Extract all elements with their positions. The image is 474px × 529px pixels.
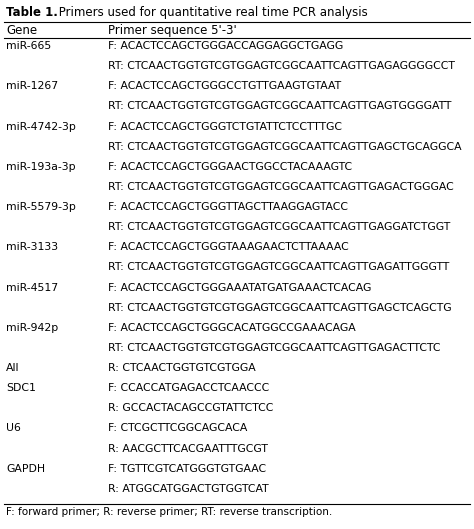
Text: RT: CTCAACTGGTGTCGTGGAGTCGGCAATTCAGTTGAGACTTCTC: RT: CTCAACTGGTGTCGTGGAGTCGGCAATTCAGTTGAG… bbox=[108, 343, 440, 353]
Text: F: ACACTCCAGCTGGGACCAGGAGGCTGAGG: F: ACACTCCAGCTGGGACCAGGAGGCTGAGG bbox=[108, 41, 343, 51]
Text: F: ACACTCCAGCTGGGCCTGTTGAAGTGTAAT: F: ACACTCCAGCTGGGCCTGTTGAAGTGTAAT bbox=[108, 81, 341, 92]
Text: R: AACGCTTCACGAATTTGCGT: R: AACGCTTCACGAATTTGCGT bbox=[108, 444, 268, 453]
Text: RT: CTCAACTGGTGTCGTGGAGTCGGCAATTCAGTTGAGAGGGGCCT: RT: CTCAACTGGTGTCGTGGAGTCGGCAATTCAGTTGAG… bbox=[108, 61, 455, 71]
Text: miR-3133: miR-3133 bbox=[6, 242, 58, 252]
Text: F: ACACTCCAGCTGGGAACTGGCCTACAAAGTC: F: ACACTCCAGCTGGGAACTGGCCTACAAAGTC bbox=[108, 162, 352, 172]
Text: SDC1: SDC1 bbox=[6, 383, 36, 393]
Text: F: CTCGCTTCGGCAGCACA: F: CTCGCTTCGGCAGCACA bbox=[108, 424, 247, 433]
Text: Table 1.: Table 1. bbox=[6, 6, 58, 19]
Text: miR-1267: miR-1267 bbox=[6, 81, 58, 92]
Text: F: ACACTCCAGCTGGGCACATGGCCGAAACAGA: F: ACACTCCAGCTGGGCACATGGCCGAAACAGA bbox=[108, 323, 356, 333]
Text: F: TGTTCGTCATGGGTGTGAAC: F: TGTTCGTCATGGGTGTGAAC bbox=[108, 464, 266, 474]
Text: Gene: Gene bbox=[6, 24, 37, 37]
Text: RT: CTCAACTGGTGTCGTGGAGTCGGCAATTCAGTTGAGTGGGGATT: RT: CTCAACTGGTGTCGTGGAGTCGGCAATTCAGTTGAG… bbox=[108, 102, 451, 112]
Text: miR-942p: miR-942p bbox=[6, 323, 58, 333]
Text: R: ATGGCATGGACTGTGGTCAT: R: ATGGCATGGACTGTGGTCAT bbox=[108, 484, 269, 494]
Text: RT: CTCAACTGGTGTCGTGGAGTCGGCAATTCAGTTGAGCTCAGCTG: RT: CTCAACTGGTGTCGTGGAGTCGGCAATTCAGTTGAG… bbox=[108, 303, 452, 313]
Text: RT: CTCAACTGGTGTCGTGGAGTCGGCAATTCAGTTGAGATTGGGTT: RT: CTCAACTGGTGTCGTGGAGTCGGCAATTCAGTTGAG… bbox=[108, 262, 449, 272]
Text: miR-5579-3p: miR-5579-3p bbox=[6, 202, 76, 212]
Text: RT: CTCAACTGGTGTCGTGGAGTCGGCAATTCAGTTGAGGATCTGGT: RT: CTCAACTGGTGTCGTGGAGTCGGCAATTCAGTTGAG… bbox=[108, 222, 450, 232]
Text: GAPDH: GAPDH bbox=[6, 464, 45, 474]
Text: RT: CTCAACTGGTGTCGTGGAGTCGGCAATTCAGTTGAGCTGCAGGCA: RT: CTCAACTGGTGTCGTGGAGTCGGCAATTCAGTTGAG… bbox=[108, 142, 462, 152]
Text: F: forward primer; R: reverse primer; RT: reverse transcription.: F: forward primer; R: reverse primer; RT… bbox=[6, 507, 332, 517]
Text: R: CTCAACTGGTGTCGTGGA: R: CTCAACTGGTGTCGTGGA bbox=[108, 363, 256, 373]
Text: miR-193a-3p: miR-193a-3p bbox=[6, 162, 76, 172]
Text: Primers used for quantitative real time PCR analysis: Primers used for quantitative real time … bbox=[55, 6, 368, 19]
Text: Primer sequence 5'-3': Primer sequence 5'-3' bbox=[108, 24, 237, 37]
Text: F: ACACTCCAGCTGGGTTAGCTTAAGGAGTACC: F: ACACTCCAGCTGGGTTAGCTTAAGGAGTACC bbox=[108, 202, 348, 212]
Text: All: All bbox=[6, 363, 19, 373]
Text: RT: CTCAACTGGTGTCGTGGAGTCGGCAATTCAGTTGAGACTGGGAC: RT: CTCAACTGGTGTCGTGGAGTCGGCAATTCAGTTGAG… bbox=[108, 182, 454, 192]
Text: F: ACACTCCAGCTGGGTCTGTATTCTCCTTTGC: F: ACACTCCAGCTGGGTCTGTATTCTCCTTTGC bbox=[108, 122, 342, 132]
Text: U6: U6 bbox=[6, 424, 21, 433]
Text: F: ACACTCCAGCTGGGAAATATGATGAAACTCACAG: F: ACACTCCAGCTGGGAAATATGATGAAACTCACAG bbox=[108, 282, 371, 293]
Text: miR-4517: miR-4517 bbox=[6, 282, 58, 293]
Text: F: CCACCATGAGACCTCAACCC: F: CCACCATGAGACCTCAACCC bbox=[108, 383, 269, 393]
Text: miR-4742-3p: miR-4742-3p bbox=[6, 122, 76, 132]
Text: F: ACACTCCAGCTGGGTAAAGAACTCTTAAAAC: F: ACACTCCAGCTGGGTAAAGAACTCTTAAAAC bbox=[108, 242, 349, 252]
Text: R: GCCACTACAGCCGTATTCTCC: R: GCCACTACAGCCGTATTCTCC bbox=[108, 403, 273, 413]
Text: miR-665: miR-665 bbox=[6, 41, 51, 51]
